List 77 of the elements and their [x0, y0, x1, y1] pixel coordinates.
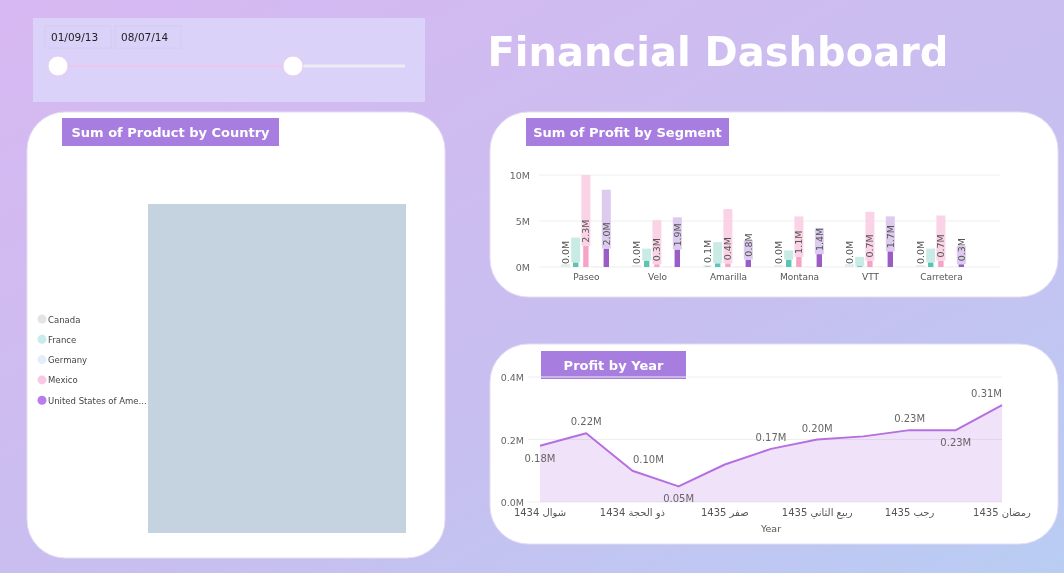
data-label: 0.0M — [631, 240, 642, 264]
x-tick-label: Carretera — [920, 272, 963, 282]
bar — [674, 249, 680, 267]
bar — [715, 263, 721, 267]
y-tick-label: 0.4M — [500, 372, 524, 383]
bar — [654, 264, 660, 267]
x-tick-label: Paseo — [573, 272, 601, 282]
bar — [725, 263, 731, 267]
category-label: France — [48, 334, 77, 345]
bar — [928, 262, 934, 267]
data-label: 0.7M — [864, 234, 876, 258]
y-tick-label: 0M — [515, 262, 530, 273]
bar — [571, 237, 581, 263]
x-tick-label: VTT — [862, 272, 880, 282]
text: Financial Dashboard — [487, 29, 949, 75]
bar — [926, 248, 936, 263]
x-tick-label: رجب 1435 — [884, 507, 935, 518]
data-label: 0.0M — [773, 240, 784, 264]
data-label: 0.10M — [632, 453, 664, 465]
x-tick-label: Amarilla — [709, 272, 748, 282]
data-label: 0.20M — [801, 422, 833, 434]
category-label: United States of Ame... — [48, 395, 147, 406]
data-label: 0.0M — [915, 240, 926, 264]
bar — [603, 248, 609, 267]
x-tick-label: ربيع الثاني 1435 — [781, 507, 853, 519]
x-tick-label: صفر 1435 — [700, 507, 749, 518]
bar — [867, 260, 873, 267]
x-axis-title: Year — [759, 523, 782, 534]
data-label: 0.7M — [935, 234, 947, 258]
bar — [855, 256, 865, 267]
data-label: 0.0M — [844, 240, 855, 264]
y-tick-label: 0.0M — [500, 497, 524, 508]
y-tick-label: 10M — [509, 170, 530, 181]
text: Sum of Product by Country — [71, 125, 271, 140]
data-label: 0.1M — [702, 239, 713, 264]
bar — [958, 264, 964, 267]
bar — [642, 248, 652, 261]
category-label: Mexico — [48, 375, 78, 386]
data-label: 0.0M — [560, 240, 571, 264]
x-tick-label: شوال 1434 — [513, 507, 567, 518]
bar — [887, 251, 893, 267]
data-label: 1.1M — [793, 230, 805, 254]
data-label: 0.23M — [894, 413, 926, 425]
data-label: 0.4M — [722, 237, 734, 261]
data-label: 0.17M — [755, 431, 787, 443]
bar — [796, 256, 802, 267]
chart-title: Profit by Year — [563, 358, 664, 373]
bar — [938, 260, 944, 267]
text: 08/07/14 — [121, 31, 169, 43]
x-tick-label: ذو الحجة 1434 — [599, 507, 665, 519]
category-label: Germany — [48, 355, 88, 366]
data-label: 1.7M — [884, 225, 896, 249]
data-label: 0.31M — [971, 388, 1002, 400]
data-label: 1.9M — [671, 223, 683, 247]
y-tick-label: 0.2M — [500, 434, 524, 446]
y-tick-label: 5M — [515, 216, 530, 227]
text: 01/09/13 — [51, 31, 99, 43]
data-label: 2.3M — [580, 219, 592, 243]
data-label: 0.23M — [940, 437, 972, 449]
x-tick-label: Velo — [647, 272, 668, 282]
data-label: 0.3M — [955, 237, 967, 262]
x-tick-label: Montana — [779, 272, 820, 282]
bar — [583, 245, 589, 267]
data-label: 0.18M — [524, 452, 556, 464]
data-label: 0.8M — [742, 233, 754, 257]
bar — [713, 242, 723, 264]
category-label: Canada — [48, 314, 81, 325]
x-tick-label: رمضان 1435 — [973, 507, 1032, 518]
bar — [784, 250, 794, 260]
bar — [573, 262, 579, 267]
bar — [816, 254, 822, 267]
chart-title: Sum of Profit by Segment — [533, 125, 722, 140]
data-label: 2.0M — [600, 222, 612, 246]
data-label: 1.4M — [813, 227, 825, 252]
data-label: 0.05M — [663, 493, 695, 505]
data-label: 0.22M — [570, 416, 602, 428]
data-label: 0.3M — [651, 237, 663, 262]
